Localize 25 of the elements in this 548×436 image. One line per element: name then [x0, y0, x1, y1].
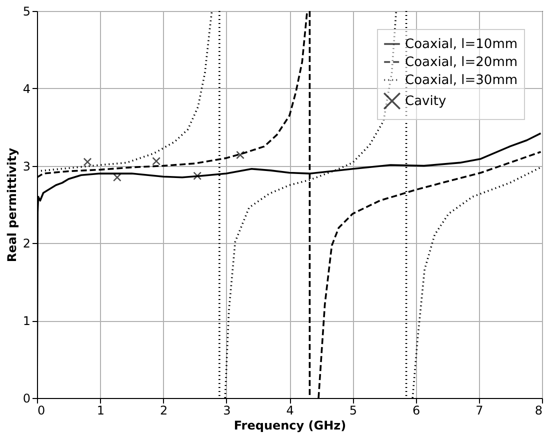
x-tick-label: 1 — [96, 404, 104, 418]
point — [236, 150, 244, 160]
legend-label: Coaxial, l=30mm — [405, 73, 518, 88]
x-tick-label: 5 — [349, 404, 357, 418]
y-axis-title: Real permittivity — [4, 148, 19, 262]
point — [193, 172, 202, 180]
x-tick-label: 6 — [412, 404, 420, 418]
legend-label: Coaxial, l=10mm — [405, 37, 518, 52]
x-tick-label: 3 — [223, 404, 231, 418]
legend-label: Cavity — [405, 94, 446, 109]
x-tick-label: 0 — [38, 404, 46, 418]
legend-label: Coaxial, l=20mm — [405, 55, 518, 70]
point — [83, 158, 92, 166]
x-tick-label: 4 — [286, 404, 294, 418]
y-tick-label: 1 — [22, 314, 30, 328]
x-tick-label: 8 — [534, 404, 542, 418]
x-tick-label: 7 — [476, 404, 484, 418]
y-tick-label: 4 — [22, 82, 30, 96]
y-tick-label: 0 — [22, 392, 30, 406]
y-tick-label: 3 — [22, 159, 30, 174]
x-axis-title: Frequency (GHz) — [234, 418, 346, 432]
y-tick-label: 5 — [22, 4, 30, 18]
point — [152, 156, 160, 166]
x-tick-label: 2 — [160, 404, 168, 418]
y-tick-label: 2 — [22, 236, 30, 251]
